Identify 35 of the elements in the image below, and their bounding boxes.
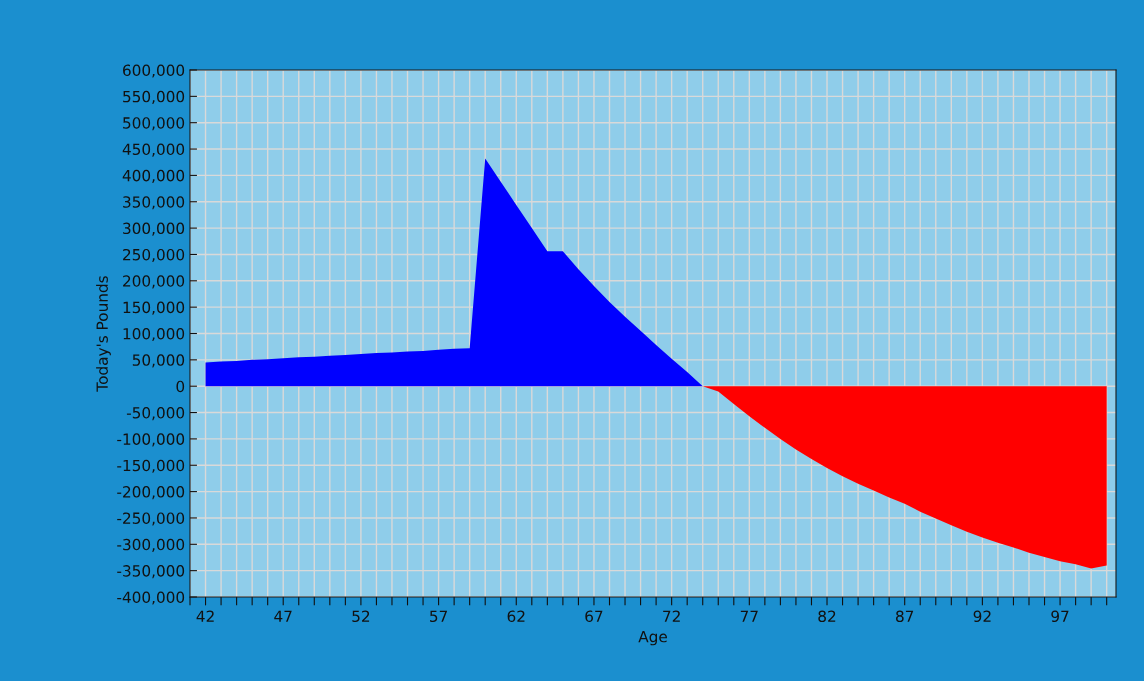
y-axis-title: Today's Pounds bbox=[96, 276, 111, 392]
x-tick-label: 57 bbox=[430, 610, 448, 623]
y-tick-label: -100,000 bbox=[117, 433, 185, 447]
y-tick-label: 550,000 bbox=[123, 90, 185, 104]
x-tick-label: 62 bbox=[507, 610, 525, 623]
y-tick-label: -200,000 bbox=[117, 486, 185, 500]
y-tick-label: 100,000 bbox=[123, 327, 185, 342]
y-tick-label: -50,000 bbox=[126, 407, 185, 421]
y-tick-label: -150,000 bbox=[117, 459, 185, 473]
y-tick-label: -250,000 bbox=[117, 512, 185, 526]
y-tick-label: -300,000 bbox=[117, 538, 185, 552]
x-tick-label: 97 bbox=[1051, 610, 1069, 623]
y-tick-label: 350,000 bbox=[123, 196, 185, 210]
y-tick-label: 150,000 bbox=[123, 301, 185, 315]
x-tick-label: 92 bbox=[973, 610, 991, 623]
y-tick-label: 500,000 bbox=[123, 117, 185, 131]
x-tick-label: 42 bbox=[196, 610, 214, 622]
x-tick-label: 52 bbox=[352, 610, 370, 623]
x-tick-label: 72 bbox=[663, 610, 680, 622]
y-tick-label: 0 bbox=[176, 380, 185, 393]
y-tick-label: -350,000 bbox=[117, 565, 185, 579]
y-tick-label: 600,000 bbox=[123, 64, 185, 78]
x-tick-label: 67 bbox=[585, 610, 603, 623]
y-tick-label: -400,000 bbox=[117, 591, 185, 605]
x-tick-label: 82 bbox=[818, 610, 836, 623]
y-tick-label: 400,000 bbox=[122, 169, 185, 183]
y-tick-label: 450,000 bbox=[122, 143, 185, 157]
y-tick-label: 250,000 bbox=[123, 248, 185, 263]
x-tick-label: 47 bbox=[274, 610, 292, 622]
x-tick-label: 77 bbox=[740, 610, 758, 622]
y-tick-label: 300,000 bbox=[123, 222, 185, 236]
x-tick-label: 87 bbox=[896, 610, 914, 623]
y-tick-label: 50,000 bbox=[132, 354, 185, 368]
x-axis-title: Age bbox=[638, 631, 667, 646]
y-tick-label: 200,000 bbox=[123, 275, 185, 289]
